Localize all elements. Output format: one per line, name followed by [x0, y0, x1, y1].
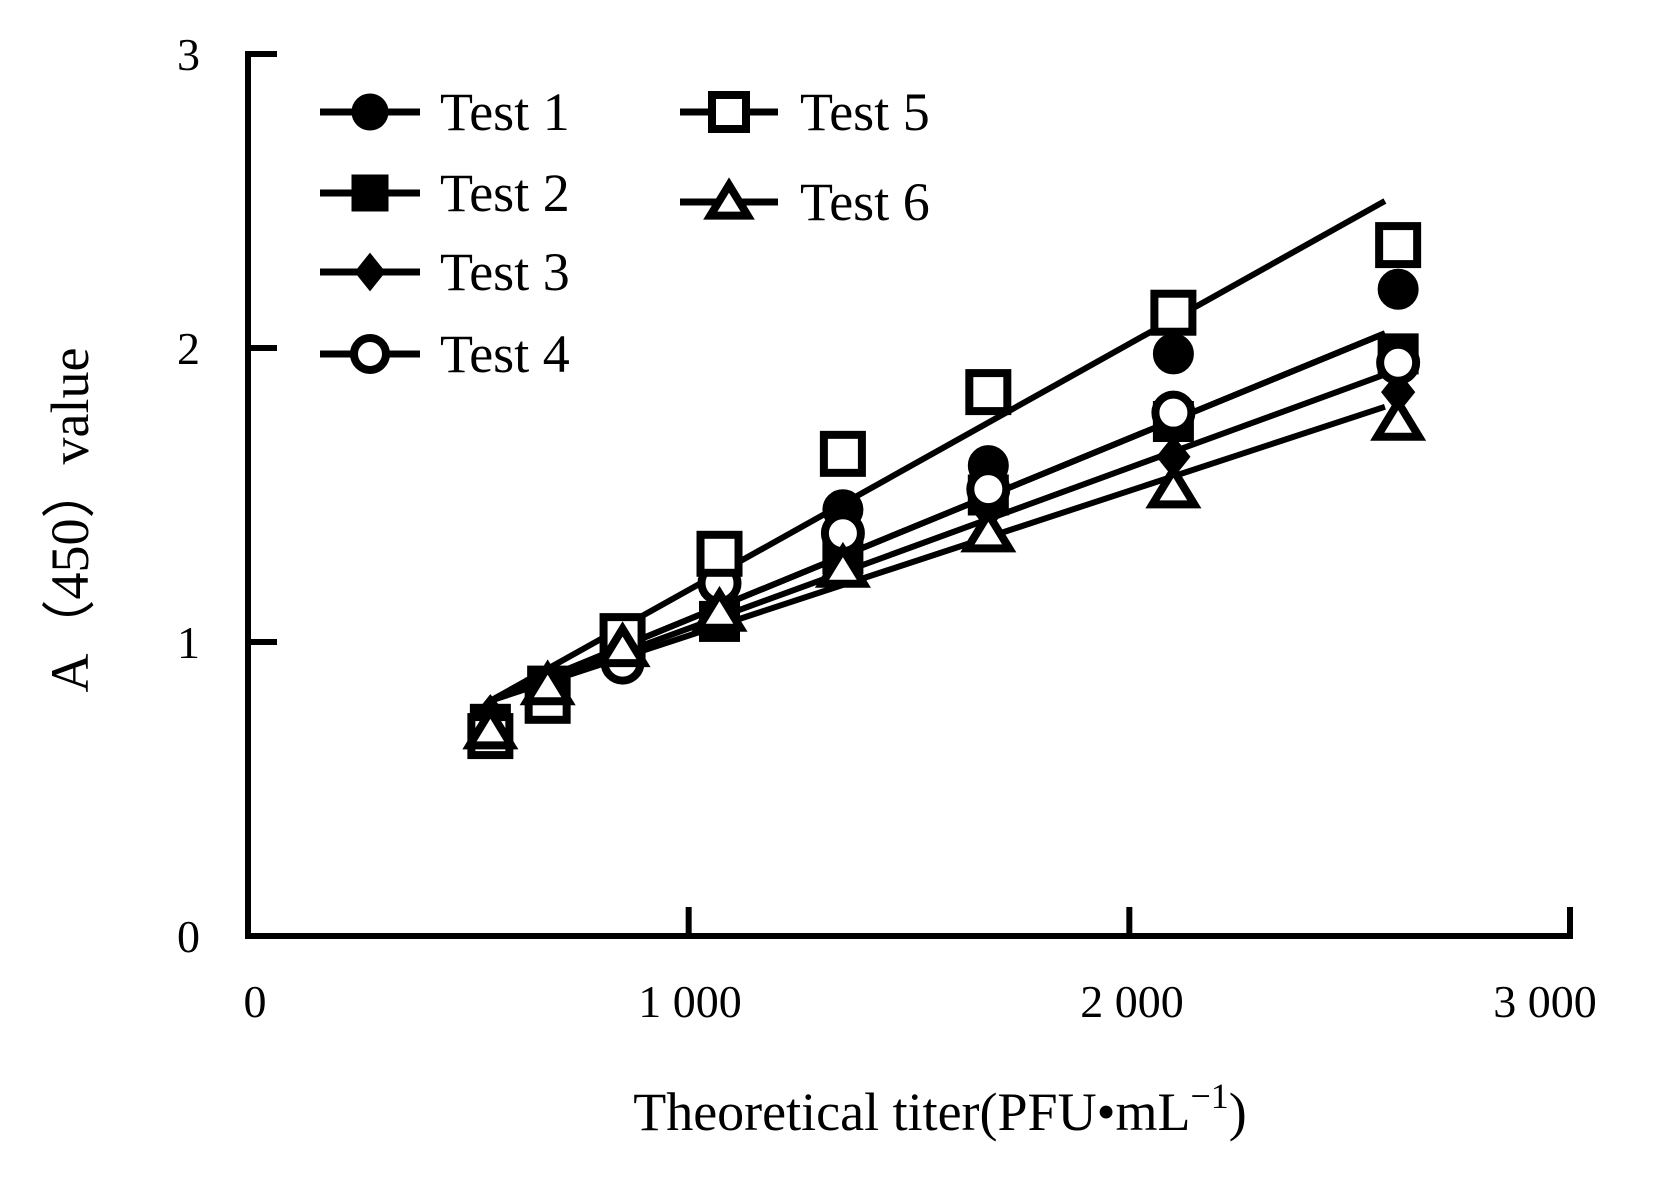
legend-label: Test 4	[440, 324, 570, 384]
point-square-open	[708, 91, 750, 133]
y-tick-label: 3	[177, 29, 200, 80]
legend-item: Test 3	[320, 242, 570, 302]
legend-label: Test 2	[440, 163, 570, 223]
point-diamond-filled	[354, 252, 386, 292]
point-triangle-open	[1145, 462, 1202, 509]
legend-item: Test 2	[320, 163, 570, 223]
legend-item: Test 1	[320, 82, 570, 142]
legend-label: Test 3	[440, 242, 570, 302]
point-square-open	[1375, 222, 1422, 269]
point-square-open	[819, 430, 866, 477]
y-tick-label: 1	[177, 617, 200, 668]
point-triangle-open	[519, 659, 576, 706]
point-circle-filled	[351, 93, 389, 131]
point-triangle-open	[960, 506, 1017, 553]
point-square-open	[965, 369, 1012, 416]
point-circle-filled	[1152, 333, 1194, 375]
axes: 0 1 2 3 0 1 000 2 000 3 000	[177, 29, 1597, 1027]
legend-item: Test 4	[320, 324, 570, 384]
series-group	[462, 394, 1427, 750]
legend-label: Test 6	[800, 172, 930, 232]
legend-item: Test 6	[680, 172, 930, 232]
y-tick-label: 2	[177, 323, 200, 374]
x-tick-label: 0	[244, 976, 267, 1027]
point-triangle-open	[1370, 394, 1427, 441]
x-tick-label: 1 000	[638, 976, 742, 1027]
legend-label: Test 5	[800, 82, 930, 142]
point-triangle-open	[594, 621, 651, 668]
point-triangle-open	[814, 541, 871, 588]
point-circle-filled	[1377, 268, 1419, 310]
point-square-open	[1150, 289, 1197, 336]
x-tick-label: 2 000	[1080, 976, 1184, 1027]
legend-item: Test 5	[680, 82, 930, 142]
x-axis-title: Theoretical titer(PFU•mL−1)	[633, 1076, 1247, 1142]
point-circle-open	[1376, 340, 1421, 385]
point-square-filled	[351, 174, 389, 212]
x-axis-title-suffix: )	[1229, 1082, 1247, 1142]
y-tick-label: 0	[177, 911, 200, 962]
y-axis-title: A（450）value	[40, 348, 100, 693]
legend-label: Test 1	[440, 82, 570, 142]
x-axis-title-superscript: −1	[1190, 1076, 1228, 1116]
point-circle-open	[1151, 390, 1196, 435]
point-triangle-open	[691, 585, 748, 632]
data-points	[462, 222, 1427, 760]
point-square-open	[696, 530, 743, 577]
point-triangle-open	[703, 177, 755, 220]
legend: Test 1 Test 2 Test 3 Test 4 Test 5 Test 6	[320, 82, 930, 384]
x-tick-label: 3 000	[1493, 976, 1597, 1027]
point-circle-open	[350, 334, 390, 374]
point-circle-open	[966, 467, 1011, 512]
x-axis-title-main: Theoretical titer(PFU•mL	[633, 1082, 1190, 1142]
point-triangle-open	[462, 703, 519, 750]
